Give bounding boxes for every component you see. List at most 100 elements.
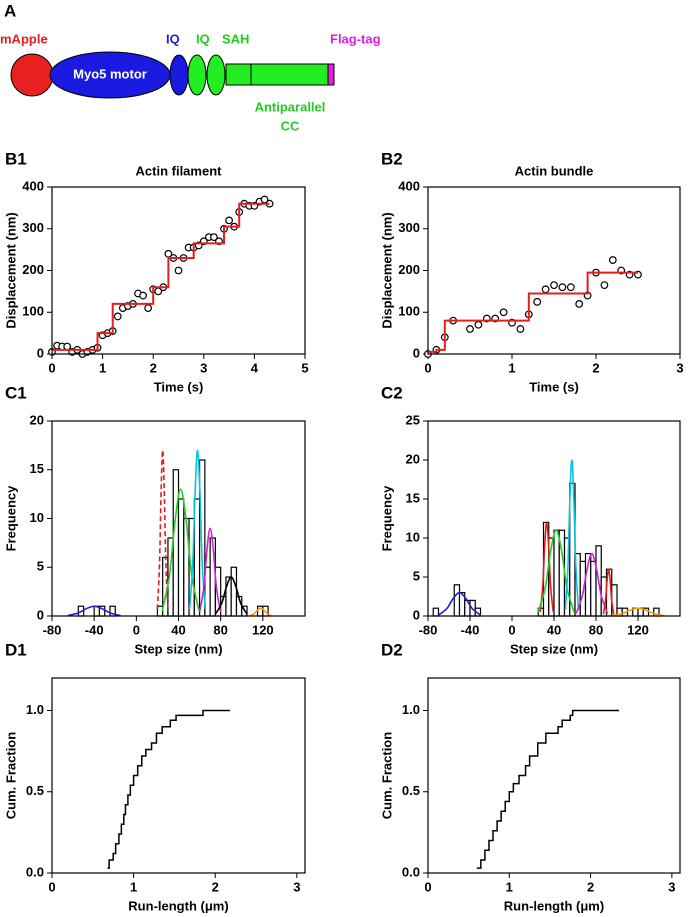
gaussian-fit — [539, 521, 555, 613]
data-point — [516, 325, 525, 333]
y-axis-label: Displacement (nm) — [3, 212, 18, 328]
x-tick-label: 0 — [508, 622, 515, 637]
y-tick-label: 0.5 — [26, 783, 44, 798]
gaussian-fit — [67, 605, 121, 617]
y-axis-label: Cum. Fraction — [379, 732, 394, 819]
chart-title: Actin bundle — [515, 163, 594, 178]
chart: B2 Actin bundle Time (s) Displacement (nm) 0… — [379, 149, 683, 394]
y-tick-label: 400 — [22, 178, 44, 193]
data-point — [63, 342, 72, 351]
data-point — [550, 281, 558, 290]
x-axis-label: Run-length (μm) — [504, 898, 604, 913]
y-tick-label: 0 — [37, 345, 44, 360]
data-point — [566, 283, 575, 292]
data-point — [225, 216, 234, 225]
data-point — [608, 256, 617, 264]
histogram-bar — [230, 566, 238, 617]
histogram-bar — [453, 584, 461, 617]
x-tick-label: 0 — [133, 622, 140, 637]
y-tick-label: 20 — [406, 451, 420, 466]
data-point — [541, 285, 550, 294]
x-tick-label: -80 — [43, 622, 62, 637]
plot-frame — [51, 677, 306, 874]
gaussian-fit — [156, 449, 169, 610]
y-tick-label: 25 — [406, 412, 420, 427]
iq-label: IQ — [196, 31, 210, 46]
x-tick-label: 2 — [592, 360, 599, 375]
plot-frame — [51, 420, 306, 617]
x-axis-label: Step size (nm) — [510, 641, 598, 656]
y-tick-label: 0 — [413, 607, 420, 622]
y-tick-label: 15 — [30, 461, 44, 476]
y-tick-label: 1.0 — [402, 702, 420, 717]
histogram-bar — [590, 560, 597, 617]
x-axis-label: Run-length (μm) — [128, 898, 228, 913]
gaussian-fit — [249, 607, 272, 617]
data-point — [575, 300, 584, 308]
y-axis-label: Frequency — [379, 485, 394, 552]
y-tick-label: 0.0 — [26, 864, 44, 879]
panel-label: A — [4, 1, 16, 20]
y-axis-label: Cum. Fraction — [3, 732, 18, 819]
gaussian-fit — [602, 568, 615, 615]
y-tick-label: 15 — [406, 490, 420, 505]
y-tick-label: 10 — [406, 529, 420, 544]
x-tick-label: 40 — [171, 622, 185, 637]
step-fit — [52, 202, 270, 351]
panel-a: A mApple IQ IQ SAH Flag-tag Myo5 motor A… — [0, 1, 381, 133]
y-tick-label: 100 — [22, 304, 44, 319]
panel-label: B1 — [5, 149, 27, 168]
gaussian-fit — [188, 449, 207, 610]
panel-label: C2 — [381, 383, 403, 402]
chart: B1 Actin filament Time (s) Displacement (nm… — [3, 149, 308, 394]
x-tick-label: 1 — [130, 879, 137, 894]
data-point — [139, 291, 147, 300]
panel-label: B2 — [381, 149, 403, 168]
y-tick-label: 5 — [413, 568, 420, 583]
x-tick-label: 120 — [627, 622, 649, 637]
plot-frame — [51, 186, 306, 355]
histogram-bar — [432, 607, 440, 617]
chart: D2 Run-length (μm) Cum. Fraction 0 1 2 3 0.0 0.5… — [379, 640, 681, 913]
gaussian-fit — [575, 552, 609, 614]
panel-label: D2 — [381, 640, 403, 659]
gaussian-fit — [611, 607, 665, 617]
x-tick-label: 5 — [301, 360, 308, 375]
x-tick-label: 3 — [676, 360, 683, 375]
panel-label: C1 — [5, 383, 27, 402]
cc-label: CC — [281, 118, 300, 133]
x-tick-label: 3 — [200, 360, 207, 375]
y-tick-label: 1.0 — [26, 702, 44, 717]
y-tick-label: 0 — [37, 607, 44, 622]
iq-domain — [169, 54, 189, 96]
cumulative-line — [107, 709, 230, 869]
data-point — [466, 325, 474, 333]
x-tick-label: -80 — [419, 622, 438, 637]
x-axis-label: Time (s) — [529, 379, 579, 394]
data-point — [533, 297, 542, 306]
data-point — [558, 283, 567, 292]
x-tick-label: 0 — [48, 360, 55, 375]
step-fit — [428, 271, 638, 353]
y-tick-label: 20 — [30, 412, 44, 427]
x-tick-label: 40 — [547, 622, 561, 637]
x-tick-label: 80 — [213, 622, 227, 637]
y-axis-label: Displacement (nm) — [379, 212, 394, 328]
data-point — [474, 320, 483, 329]
x-tick-label: 0 — [424, 879, 431, 894]
y-tick-label: 200 — [22, 262, 44, 277]
y-tick-label: 0 — [413, 345, 420, 360]
x-axis-label: Time (s) — [154, 379, 204, 394]
plot-frame — [427, 677, 681, 874]
y-tick-label: 5 — [37, 559, 44, 574]
histogram-bar — [579, 560, 587, 617]
iq-domain — [206, 54, 226, 96]
cumulative-line — [476, 709, 620, 869]
x-tick-label: -40 — [85, 622, 104, 637]
coiled-coil — [225, 63, 329, 86]
y-tick-label: 300 — [22, 220, 44, 235]
plot-frame — [427, 420, 681, 617]
x-tick-label: 2 — [150, 360, 157, 375]
x-tick-label: 1 — [99, 360, 106, 375]
gaussian-fit — [438, 591, 481, 616]
